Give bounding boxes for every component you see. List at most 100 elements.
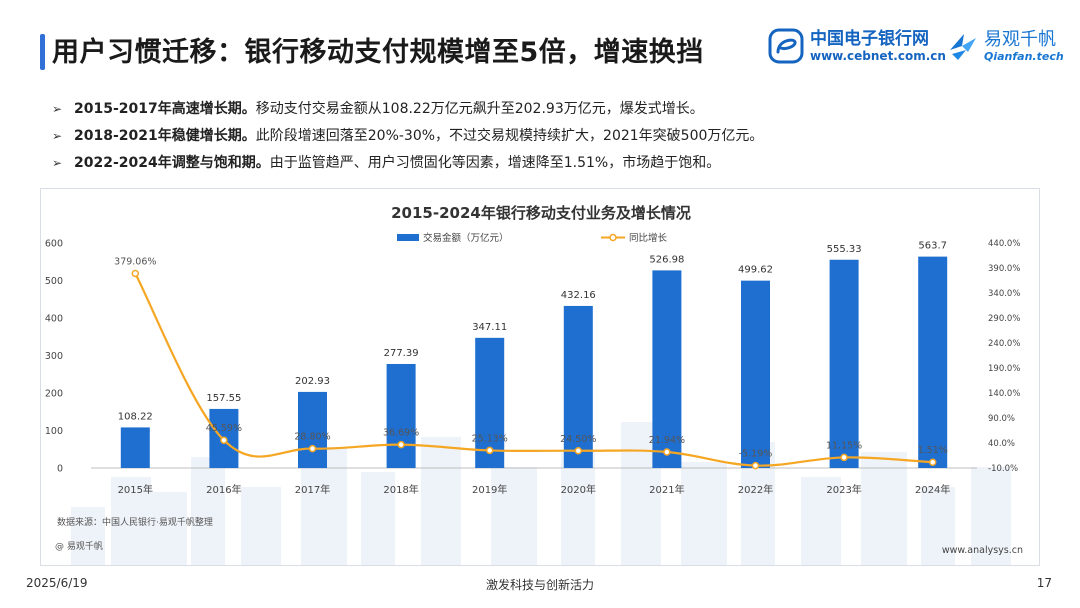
y-left-tick-label: 400 bbox=[45, 314, 63, 325]
growth-value-label: 1.51% bbox=[918, 445, 948, 456]
y-left-tick-label: 0 bbox=[57, 464, 63, 475]
bar bbox=[918, 256, 948, 468]
combo-chart: 2015-2024年银行移动支付业务及增长情况 交易金额（万亿元） 同比增长 0… bbox=[45, 204, 1023, 565]
legend-line-label: 同比增长 bbox=[629, 232, 668, 244]
growth-point bbox=[840, 453, 848, 462]
x-tick-label: 2017年 bbox=[295, 483, 330, 496]
bullet-item: ➢ 2015-2017年高速增长期。移动支付交易金额从108.22万亿元飙升至2… bbox=[52, 96, 1042, 123]
arrow-bullet-icon: ➢ bbox=[52, 102, 63, 116]
bar-value-label: 563.7 bbox=[918, 241, 947, 252]
y-right-tick-label: -10.0% bbox=[988, 464, 1018, 474]
bar-value-label: 526.98 bbox=[649, 254, 684, 265]
skyline-decoration bbox=[71, 422, 1011, 565]
chart-axes: 0 100 200 300 400 500 600 -10.0% 40.0% 90.0% 140.0… bbox=[45, 239, 1021, 475]
chart-legend: 交易金额（万亿元） 同比增长 bbox=[397, 232, 668, 244]
skyline-building bbox=[141, 492, 187, 565]
growth-value-label: 24.50% bbox=[560, 434, 596, 445]
y-left-tick-label: 500 bbox=[45, 276, 63, 287]
growth-point bbox=[397, 440, 405, 449]
skyline-building bbox=[71, 507, 105, 565]
skyline-building bbox=[801, 477, 841, 565]
source-note: 数据来源：中国人民银行·易观千帆整理 bbox=[57, 516, 213, 528]
growth-point bbox=[663, 448, 671, 456]
x-axis-labels: 2015年 2016年 2017年 2018年 2019年 2020年 2021年 2022年… bbox=[118, 483, 951, 496]
x-tick-label: 2016年 bbox=[206, 483, 241, 496]
y-left-tick-label: 100 bbox=[45, 426, 63, 437]
growth-value-label: 379.06% bbox=[114, 256, 156, 267]
y-right-tick-label: 140.0% bbox=[988, 389, 1020, 399]
chart-title: 2015-2024年银行移动支付业务及增长情况 bbox=[391, 204, 691, 222]
growth-point bbox=[308, 444, 317, 453]
arrow-bullet-icon: ➢ bbox=[52, 129, 63, 143]
x-tick-label: 2020年 bbox=[561, 483, 596, 496]
watermark-text: @ 易观千帆 bbox=[55, 540, 103, 552]
title-accent-bar bbox=[40, 34, 45, 70]
growth-value-label: 21.94% bbox=[649, 435, 685, 446]
bar-series bbox=[120, 256, 948, 468]
bar bbox=[741, 280, 770, 468]
bar bbox=[563, 305, 593, 468]
bar-value-label: 157.55 bbox=[206, 393, 241, 404]
legend-bar-swatch bbox=[397, 234, 419, 241]
bullet-text: 此阶段增速回落至20%-30%，不过交易规模持续扩大，2021年突破500万亿元… bbox=[255, 128, 764, 144]
bullet-item: ➢ 2022-2024年调整与饱和期。由于监管趋严、用户习惯固化等因素，增速降至… bbox=[52, 150, 1042, 177]
skyline-building bbox=[361, 472, 395, 565]
y-right-tick-label: 390.0% bbox=[988, 264, 1020, 274]
skyline-building bbox=[191, 457, 225, 565]
growth-point bbox=[131, 269, 140, 278]
bullet-lead: 2015-2017年高速增长期。 bbox=[74, 101, 256, 117]
bullet-lead: 2022-2024年调整与饱和期。 bbox=[74, 155, 270, 171]
growth-point bbox=[220, 436, 228, 444]
y-right-tick-label: 440.0% bbox=[988, 239, 1020, 249]
y-left-tick-label: 600 bbox=[45, 239, 63, 250]
bar-value-label: 108.22 bbox=[118, 411, 153, 422]
growth-line-series bbox=[131, 269, 937, 470]
skyline-building bbox=[921, 487, 955, 565]
y-right-tick-label: 40.0% bbox=[988, 439, 1015, 449]
bullet-text: 移动支付交易金额从108.22万亿元飙升至202.93万亿元，爆发式增长。 bbox=[255, 101, 704, 117]
chart-panel: 2015-2024年银行移动支付业务及增长情况 交易金额（万亿元） 同比增长 0… bbox=[40, 188, 1040, 566]
y-right-tick-label: 190.0% bbox=[988, 364, 1020, 374]
qianfan-logo-icon bbox=[950, 34, 976, 60]
x-tick-label: 2018年 bbox=[383, 483, 418, 496]
summary-bullets: ➢ 2015-2017年高速增长期。移动支付交易金额从108.22万亿元飙升至2… bbox=[52, 96, 1042, 177]
growth-value-label: 36.69% bbox=[383, 428, 419, 439]
x-tick-label: 2015年 bbox=[118, 483, 153, 496]
cebnet-logo-icon bbox=[768, 28, 804, 64]
growth-value-label: 28.80% bbox=[294, 432, 330, 443]
bar bbox=[120, 427, 150, 468]
footer-date: 2025/6/19 bbox=[26, 576, 88, 590]
skyline-building bbox=[421, 437, 461, 565]
y-right-tick-label: 290.0% bbox=[988, 314, 1020, 324]
skyline-building bbox=[561, 452, 595, 565]
legend-line-marker bbox=[609, 233, 617, 242]
cebnet-logo: 中国电子银行网 www.cebnet.com.cn bbox=[768, 28, 946, 64]
bar bbox=[652, 270, 682, 468]
bullet-lead: 2018-2021年稳健增长期。 bbox=[74, 128, 256, 144]
bar-value-label: 202.93 bbox=[295, 376, 330, 387]
y-right-tick-label: 340.0% bbox=[988, 289, 1020, 299]
growth-line bbox=[134, 272, 933, 467]
bar bbox=[475, 337, 505, 468]
legend-bar-label: 交易金额（万亿元） bbox=[423, 232, 509, 244]
cebnet-logo-name: 中国电子银行网 bbox=[810, 28, 929, 49]
cebnet-logo-url: www.cebnet.com.cn bbox=[810, 48, 946, 63]
skyline-building bbox=[681, 462, 727, 565]
x-tick-label: 2024年 bbox=[915, 483, 950, 496]
bar bbox=[829, 259, 859, 468]
qianfan-logo-en: Qianfan.tech bbox=[984, 49, 1064, 63]
x-tick-label: 2023年 bbox=[826, 483, 861, 496]
y-left-tick-label: 300 bbox=[45, 351, 63, 362]
page-title: 用户习惯迁移：银行移动支付规模增至5倍，增速换挡 bbox=[52, 37, 704, 68]
x-tick-label: 2021年 bbox=[649, 483, 684, 496]
bullet-text: 由于监管趋严、用户习惯固化等因素，增速降至1.51%，市场趋于饱和。 bbox=[269, 155, 721, 171]
qianfan-logo-name: 易观千帆 bbox=[984, 28, 1056, 50]
arrow-bullet-icon: ➢ bbox=[52, 156, 63, 170]
x-tick-label: 2022年 bbox=[738, 483, 773, 496]
bar-value-label: 277.39 bbox=[384, 348, 419, 359]
growth-value-label: 25.13% bbox=[472, 433, 508, 444]
bar-value-label: 555.33 bbox=[827, 244, 862, 255]
growth-value-label: 11.15% bbox=[826, 440, 862, 451]
skyline-building bbox=[971, 467, 1011, 565]
site-url: www.analysys.cn bbox=[942, 545, 1023, 556]
